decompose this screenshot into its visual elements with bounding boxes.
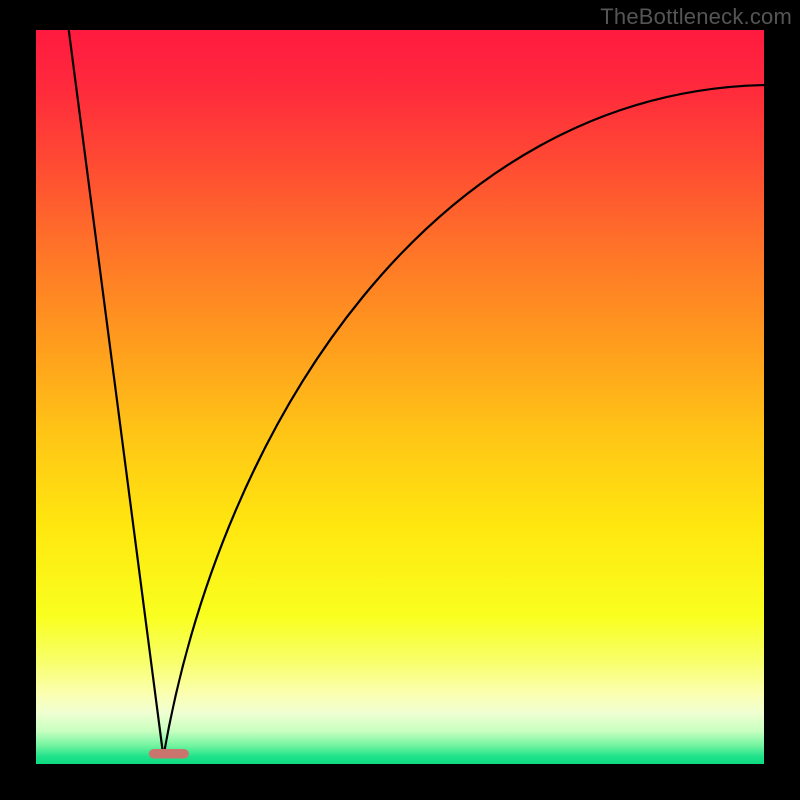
optimal-marker (149, 749, 189, 759)
bottleneck-chart (0, 0, 800, 800)
watermark-text: TheBottleneck.com (600, 4, 792, 30)
plot-background (36, 30, 764, 764)
chart-frame: TheBottleneck.com (0, 0, 800, 800)
